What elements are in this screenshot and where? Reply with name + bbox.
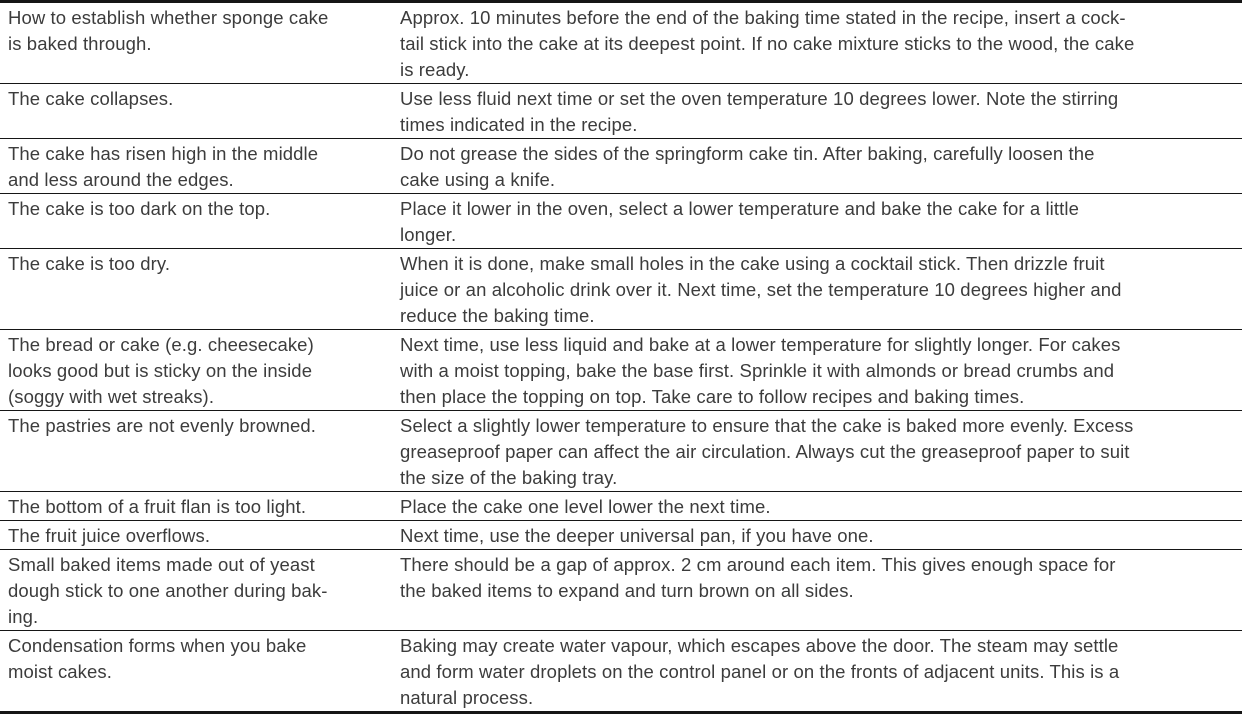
problem-cell: Small baked items made out of yeast doug… — [8, 554, 328, 627]
table-row: The cake has risen high in the middle an… — [0, 139, 1242, 194]
solution-cell: Approx. 10 minutes before the end of the… — [400, 7, 1135, 80]
problem-cell: The cake is too dry. — [8, 253, 171, 274]
table-row: The cake is too dark on the top. Place i… — [0, 194, 1242, 249]
solution-cell: Next time, use the deeper universal pan,… — [400, 525, 874, 546]
problem-cell: The fruit juice overflows. — [8, 525, 211, 546]
problem-cell: Condensation forms when you bake moist c… — [8, 635, 307, 682]
solution-cell: Use less fluid next time or set the oven… — [400, 88, 1119, 135]
solution-cell: Do not grease the sides of the springfor… — [400, 143, 1095, 190]
table-row: The cake is too dry. When it is done, ma… — [0, 249, 1242, 330]
solution-cell: Next time, use less liquid and bake at a… — [400, 334, 1121, 407]
table-row: The fruit juice overflows. Next time, us… — [0, 521, 1242, 550]
table-row: Small baked items made out of yeast doug… — [0, 550, 1242, 631]
problem-cell: The pastries are not evenly browned. — [8, 415, 316, 436]
solution-cell: When it is done, make small holes in the… — [400, 253, 1122, 326]
solution-cell: Baking may create water vapour, which es… — [400, 635, 1120, 708]
problem-cell: How to establish whether sponge cake is … — [8, 7, 329, 54]
table-row: The pastries are not evenly browned. Sel… — [0, 411, 1242, 492]
solution-cell: Place it lower in the oven, select a low… — [400, 198, 1079, 245]
solution-cell: There should be a gap of approx. 2 cm ar… — [400, 554, 1116, 601]
problem-cell: The cake has risen high in the middle an… — [8, 143, 319, 190]
table-row: The cake collapses. Use less fluid next … — [0, 84, 1242, 139]
solution-cell: Select a slightly lower temperature to e… — [400, 415, 1134, 488]
problem-cell: The cake is too dark on the top. — [8, 198, 271, 219]
solution-cell: Place the cake one level lower the next … — [400, 496, 771, 517]
problem-cell: The cake collapses. — [8, 88, 174, 109]
table-row: How to establish whether sponge cake is … — [0, 2, 1242, 84]
table-row: The bread or cake (e.g. cheesecake) look… — [0, 330, 1242, 411]
problem-cell: The bottom of a fruit flan is too light. — [8, 496, 307, 517]
table-row: Condensation forms when you bake moist c… — [0, 631, 1242, 713]
problem-cell: The bread or cake (e.g. cheesecake) look… — [8, 334, 314, 407]
table-row: The bottom of a fruit flan is too light.… — [0, 492, 1242, 521]
